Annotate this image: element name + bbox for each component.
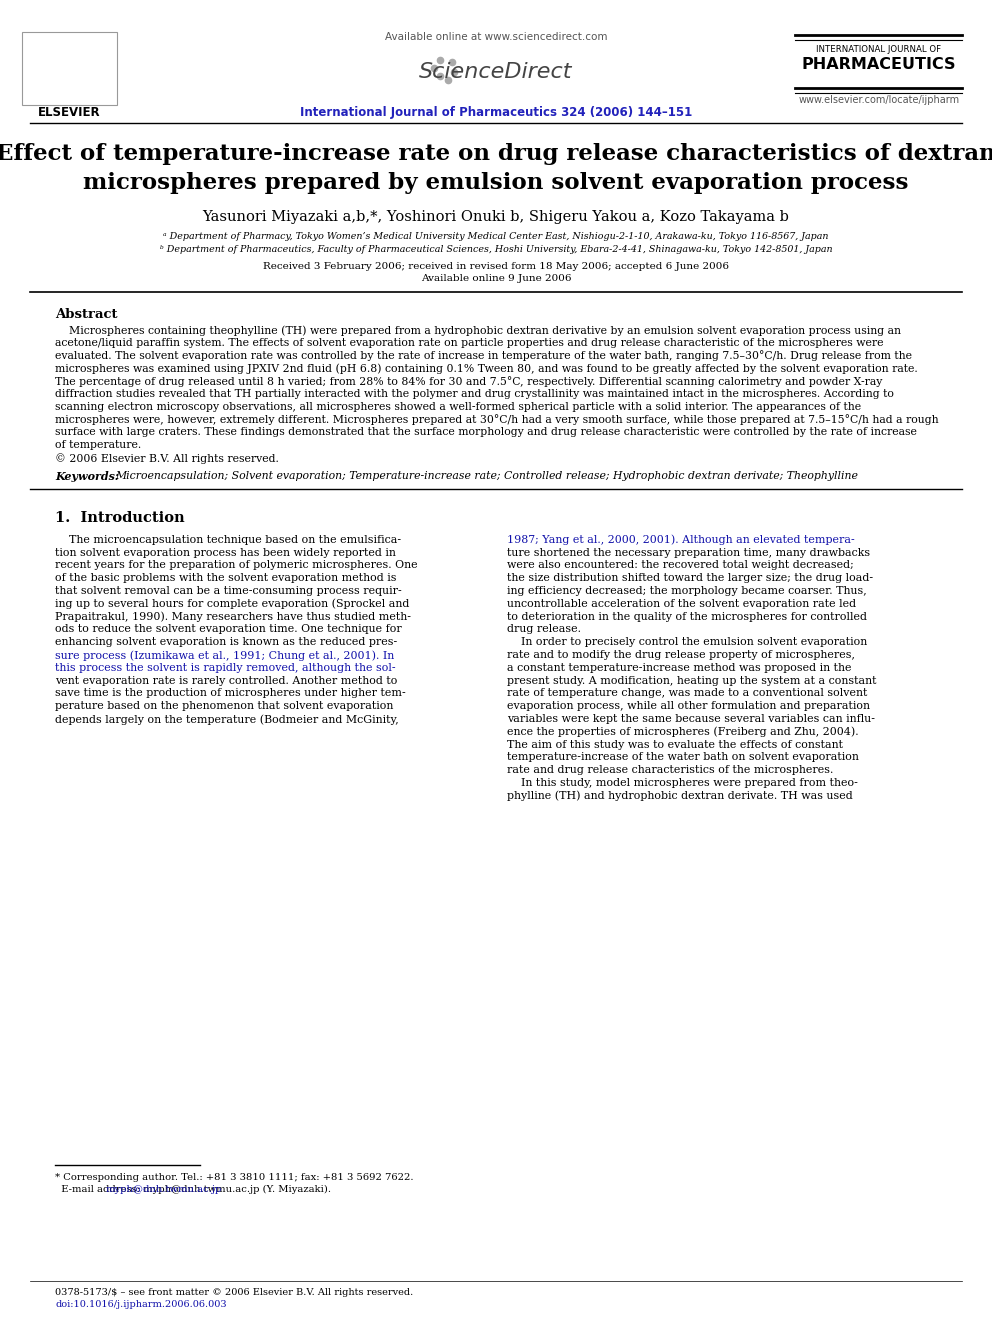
Text: to deterioration in the quality of the microspheres for controlled: to deterioration in the quality of the m…	[507, 611, 867, 622]
Text: enhancing solvent evaporation is known as the reduced pres-: enhancing solvent evaporation is known a…	[55, 638, 397, 647]
Text: In order to precisely control the emulsion solvent evaporation: In order to precisely control the emulsi…	[507, 638, 867, 647]
Text: ing up to several hours for complete evaporation (Sprockel and: ing up to several hours for complete eva…	[55, 599, 410, 610]
Text: The aim of this study was to evaluate the effects of constant: The aim of this study was to evaluate th…	[507, 740, 843, 750]
Text: rate and to modify the drug release property of microspheres,: rate and to modify the drug release prop…	[507, 650, 855, 660]
Text: myph@dnh.twmu.ac.jp: myph@dnh.twmu.ac.jp	[106, 1185, 222, 1193]
Text: © 2006 Elsevier B.V. All rights reserved.: © 2006 Elsevier B.V. All rights reserved…	[55, 452, 279, 464]
Text: vent evaporation rate is rarely controlled. Another method to: vent evaporation rate is rarely controll…	[55, 676, 398, 685]
Text: ing efficiency decreased; the morphology became coarser. Thus,: ing efficiency decreased; the morphology…	[507, 586, 867, 595]
Text: The microencapsulation technique based on the emulsifica-: The microencapsulation technique based o…	[55, 534, 401, 545]
Text: ods to reduce the solvent evaporation time. One technique for: ods to reduce the solvent evaporation ti…	[55, 624, 402, 635]
Text: a constant temperature-increase method was proposed in the: a constant temperature-increase method w…	[507, 663, 851, 673]
Text: The percentage of drug released until 8 h varied; from 28% to 84% for 30 and 7.5: The percentage of drug released until 8 …	[55, 376, 882, 388]
Text: depends largely on the temperature (Bodmeier and McGinity,: depends largely on the temperature (Bodm…	[55, 714, 399, 725]
Text: In this study, model microspheres were prepared from theo-: In this study, model microspheres were p…	[507, 778, 858, 789]
Bar	[22, 32, 117, 105]
Text: that solvent removal can be a time-consuming process requir-: that solvent removal can be a time-consu…	[55, 586, 402, 595]
Text: microspheres were, however, extremely different. Microspheres prepared at 30°C/h: microspheres were, however, extremely di…	[55, 414, 938, 426]
Text: ELSEVIER: ELSEVIER	[38, 106, 100, 119]
Text: present study. A modification, heating up the system at a constant: present study. A modification, heating u…	[507, 676, 877, 685]
Text: rate of temperature change, was made to a conventional solvent: rate of temperature change, was made to …	[507, 688, 867, 699]
Text: recent years for the preparation of polymeric microspheres. One: recent years for the preparation of poly…	[55, 561, 418, 570]
Text: www.elsevier.com/locate/ijpharm: www.elsevier.com/locate/ijpharm	[799, 95, 959, 105]
Text: sure process (Izumikawa et al., 1991; Chung et al., 2001). In: sure process (Izumikawa et al., 1991; Ch…	[55, 650, 394, 660]
Text: evaluated. The solvent evaporation rate was controlled by the rate of increase i: evaluated. The solvent evaporation rate …	[55, 351, 912, 361]
Text: of temperature.: of temperature.	[55, 441, 141, 450]
Text: Effect of temperature-increase rate on drug release characteristics of dextran
m: Effect of temperature-increase rate on d…	[0, 143, 992, 193]
Text: diffraction studies revealed that TH partially interacted with the polymer and d: diffraction studies revealed that TH par…	[55, 389, 894, 400]
Text: E-mail address: myph@dnh.twmu.ac.jp (Y. Miyazaki).: E-mail address: myph@dnh.twmu.ac.jp (Y. …	[55, 1185, 331, 1195]
Text: Available online at www.sciencedirect.com: Available online at www.sciencedirect.co…	[385, 32, 607, 42]
Text: doi:10.1016/j.ijpharm.2006.06.003: doi:10.1016/j.ijpharm.2006.06.003	[55, 1301, 226, 1308]
Text: save time is the production of microspheres under higher tem-: save time is the production of microsphe…	[55, 688, 406, 699]
Text: Available online 9 June 2006: Available online 9 June 2006	[421, 274, 571, 283]
Text: were also encountered: the recovered total weight decreased;: were also encountered: the recovered tot…	[507, 561, 854, 570]
Text: Abstract: Abstract	[55, 308, 117, 321]
Text: Yasunori Miyazaki a,b,*, Yoshinori Onuki b, Shigeru Yakou a, Kozo Takayama b: Yasunori Miyazaki a,b,*, Yoshinori Onuki…	[202, 210, 790, 224]
Text: PHARMACEUTICS: PHARMACEUTICS	[802, 57, 956, 71]
Text: of the basic problems with the solvent evaporation method is: of the basic problems with the solvent e…	[55, 573, 397, 583]
Text: 0378-5173/$ – see front matter © 2006 Elsevier B.V. All rights reserved.: 0378-5173/$ – see front matter © 2006 El…	[55, 1289, 414, 1297]
Text: drug release.: drug release.	[507, 624, 581, 635]
Text: ence the properties of microspheres (Freiberg and Zhu, 2004).: ence the properties of microspheres (Fre…	[507, 726, 859, 737]
Text: microspheres was examined using JPXIV 2nd fluid (pH 6.8) containing 0.1% Tween 8: microspheres was examined using JPXIV 2n…	[55, 364, 918, 374]
Text: rate and drug release characteristics of the microspheres.: rate and drug release characteristics of…	[507, 765, 833, 775]
Text: Microspheres containing theophylline (TH) were prepared from a hydrophobic dextr: Microspheres containing theophylline (TH…	[55, 325, 901, 336]
Text: 1.  Introduction: 1. Introduction	[55, 511, 185, 525]
Text: Microencapsulation; Solvent evaporation; Temperature-increase rate; Controlled r: Microencapsulation; Solvent evaporation;…	[115, 471, 858, 480]
Text: phylline (TH) and hydrophobic dextran derivate. TH was used: phylline (TH) and hydrophobic dextran de…	[507, 791, 853, 802]
Text: this process the solvent is rapidly removed, although the sol-: this process the solvent is rapidly remo…	[55, 663, 396, 673]
Text: ture shortened the necessary preparation time, many drawbacks: ture shortened the necessary preparation…	[507, 548, 870, 557]
Text: uncontrollable acceleration of the solvent evaporation rate led: uncontrollable acceleration of the solve…	[507, 599, 856, 609]
Text: * Corresponding author. Tel.: +81 3 3810 1111; fax: +81 3 5692 7622.: * Corresponding author. Tel.: +81 3 3810…	[55, 1174, 414, 1181]
Text: variables were kept the same because several variables can influ-: variables were kept the same because sev…	[507, 714, 875, 724]
Text: INTERNATIONAL JOURNAL OF: INTERNATIONAL JOURNAL OF	[816, 45, 941, 54]
Text: perature based on the phenomenon that solvent evaporation: perature based on the phenomenon that so…	[55, 701, 394, 712]
Text: Prapaitrakul, 1990). Many researchers have thus studied meth-: Prapaitrakul, 1990). Many researchers ha…	[55, 611, 411, 622]
Text: 1987; Yang et al., 2000, 2001). Although an elevated tempera-: 1987; Yang et al., 2000, 2001). Although…	[507, 534, 855, 545]
Text: ᵇ Department of Pharmaceutics, Faculty of Pharmaceutical Sciences, Hoshi Univers: ᵇ Department of Pharmaceutics, Faculty o…	[160, 245, 832, 254]
Text: ᵃ Department of Pharmacy, Tokyo Women’s Medical University Medical Center East, : ᵃ Department of Pharmacy, Tokyo Women’s …	[164, 232, 828, 241]
Text: scanning electron microscopy observations, all microspheres showed a well-formed: scanning electron microscopy observation…	[55, 402, 861, 411]
Text: temperature-increase of the water bath on solvent evaporation: temperature-increase of the water bath o…	[507, 753, 859, 762]
Text: acetone/liquid paraffin system. The effects of solvent evaporation rate on parti: acetone/liquid paraffin system. The effe…	[55, 337, 884, 348]
Text: International Journal of Pharmaceutics 324 (2006) 144–151: International Journal of Pharmaceutics 3…	[300, 106, 692, 119]
Text: ScienceDirect: ScienceDirect	[420, 62, 572, 82]
Text: evaporation process, while all other formulation and preparation: evaporation process, while all other for…	[507, 701, 870, 712]
Text: Received 3 February 2006; received in revised form 18 May 2006; accepted 6 June : Received 3 February 2006; received in re…	[263, 262, 729, 271]
Text: Keywords:: Keywords:	[55, 471, 119, 482]
Text: the size distribution shifted toward the larger size; the drug load-: the size distribution shifted toward the…	[507, 573, 873, 583]
Text: tion solvent evaporation process has been widely reported in: tion solvent evaporation process has bee…	[55, 548, 396, 557]
Text: surface with large craters. These findings demonstrated that the surface morphol: surface with large craters. These findin…	[55, 427, 917, 438]
